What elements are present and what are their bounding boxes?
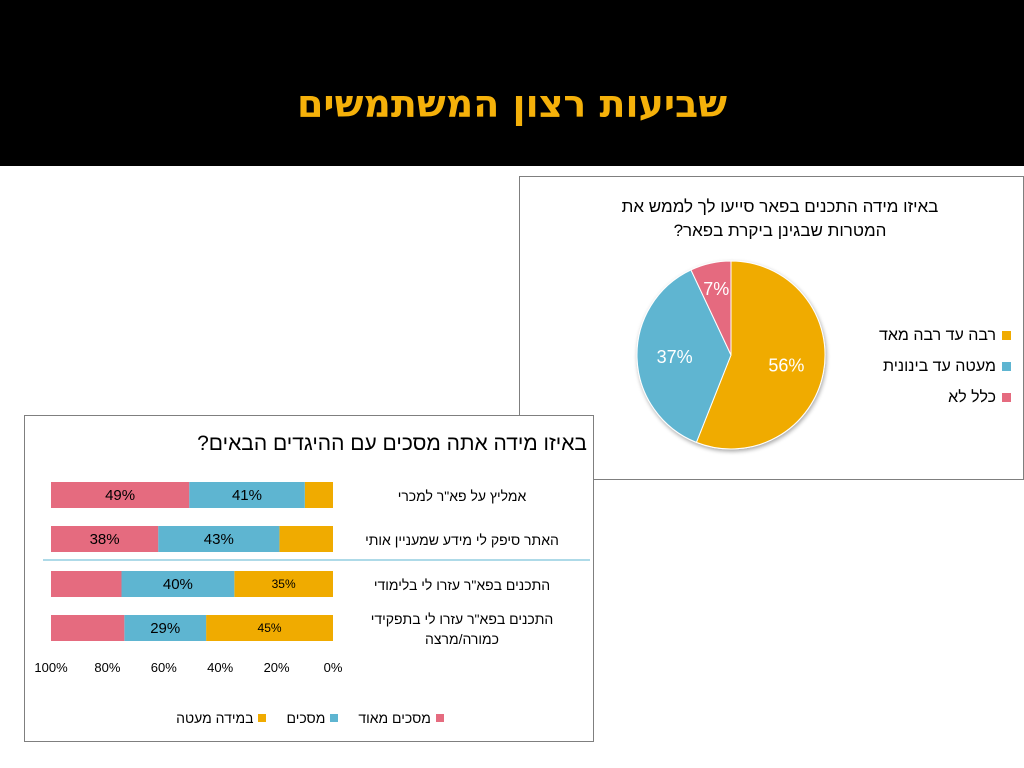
- legend-swatch: [1002, 362, 1011, 371]
- statement-label: התכנים בפא"ר עזרו לי בתפקידי כמורה/מרצה: [337, 609, 587, 649]
- bar-data-label: 49%: [105, 487, 135, 504]
- bar-segment: [51, 482, 190, 508]
- bar-data-label: 35%: [272, 577, 296, 591]
- legend-label: רבה עד רבה מאד: [879, 326, 996, 344]
- legend-label: במידה מעטה: [176, 710, 254, 726]
- bar-segment: [234, 571, 333, 597]
- bar-data-label: 38%: [90, 531, 120, 548]
- bar-segment: [121, 571, 235, 597]
- title-band: שביעות רצון המשתמשים: [0, 0, 1024, 160]
- slide-title: שביעות רצון המשתמשים: [296, 82, 728, 126]
- x-tick-label: 60%: [151, 660, 177, 675]
- bar-data-label: 41%: [232, 487, 262, 504]
- bar-segment: [51, 571, 122, 597]
- pie-slice: [695, 260, 826, 450]
- statement-line: כמורה/מרצה: [424, 631, 500, 647]
- legend-item: מעטה עד בינונית: [841, 351, 1011, 382]
- statement-line: התכנים בפא"ר עזרו לי בלימודי: [373, 577, 551, 593]
- bar-segment: [206, 615, 333, 641]
- bar-legend: מסכים מאוד מסכים במידה מעטה: [25, 710, 595, 726]
- legend-item: מסכים: [286, 710, 339, 726]
- bar-segment: [51, 526, 159, 552]
- legend-swatch: [258, 714, 267, 722]
- bar-data-label: 40%: [163, 576, 193, 593]
- bar-segment: [124, 615, 207, 641]
- pie-data-label: 56%: [768, 356, 804, 376]
- x-tick-label: 40%: [207, 660, 233, 675]
- pie-data-label: 37%: [657, 347, 693, 367]
- x-tick-label: 20%: [264, 660, 290, 675]
- legend-label: כלל לא: [948, 388, 996, 406]
- legend-item: במידה מעטה: [176, 710, 267, 726]
- pie-chart-title-line: באיזו מידה התכנים בפאר סייעו לך לממש את: [621, 197, 939, 216]
- legend-label: מעטה עד בינונית: [882, 357, 996, 375]
- bar-segment: [158, 526, 280, 552]
- bar-chart-panel: באיזו מידה אתה מסכים עם ההיגדים הבאים? 4…: [24, 415, 594, 742]
- bar-segment: [304, 482, 333, 508]
- legend-swatch: [1002, 331, 1011, 340]
- bar-chart-title: באיזו מידה אתה מסכים עם ההיגדים הבאים?: [197, 432, 587, 455]
- pie-chart-title-line: המטרות שבגינן ביקרת בפאר?: [673, 221, 887, 240]
- pie-slice: [636, 269, 732, 444]
- statement-label: התכנים בפא"ר עזרו לי בלימודי: [337, 575, 587, 595]
- pie-chart-panel: באיזו מידה התכנים בפאר סייעו לך לממש את …: [519, 176, 1024, 480]
- statement-line: האתר סיפק לי מידע שמעניין אותי: [365, 532, 559, 548]
- legend-item: מסכים מאוד: [358, 710, 444, 726]
- legend-swatch: [1002, 393, 1011, 402]
- bar-data-label: 43%: [204, 531, 234, 548]
- pie-data-label: 7%: [703, 279, 729, 299]
- bar-data-label: 45%: [258, 621, 282, 635]
- x-tick-label: 80%: [94, 660, 120, 675]
- statement-line: אמליץ על פא"ר למכרי: [397, 488, 527, 504]
- x-tick-label: 100%: [34, 660, 68, 675]
- pie-chart-title: באיזו מידה התכנים בפאר סייעו לך לממש את …: [560, 195, 1000, 243]
- legend-item: כלל לא: [841, 382, 1011, 413]
- pie-legend: רבה עד רבה מאד מעטה עד בינונית כלל לא: [841, 320, 1011, 413]
- bar-segment: [51, 615, 125, 641]
- legend-swatch: [330, 714, 339, 722]
- bar-segment: [279, 526, 333, 552]
- legend-label: מסכים מאוד: [358, 710, 431, 726]
- legend-label: מסכים: [286, 710, 326, 726]
- legend-swatch: [435, 714, 444, 722]
- pie-slice: [690, 260, 732, 356]
- stacked-bar-chart: 41% 49% 43% 38% 35% 40% 45% 29% 100% 80% 60% 40% 20…: [34, 482, 590, 675]
- statement-label: האתר סיפק לי מידע שמעניין אותי: [337, 530, 587, 550]
- statement-line: התכנים בפא"ר עזרו לי בתפקידי: [370, 611, 554, 627]
- statement-label: אמליץ על פא"ר למכרי: [337, 486, 587, 506]
- bar-data-label: 29%: [150, 620, 180, 637]
- pie-chart: 56% 37% 7%: [636, 260, 826, 450]
- legend-item: רבה עד רבה מאד: [841, 320, 1011, 351]
- x-tick-label: 0%: [324, 660, 343, 675]
- bar-segment: [189, 482, 305, 508]
